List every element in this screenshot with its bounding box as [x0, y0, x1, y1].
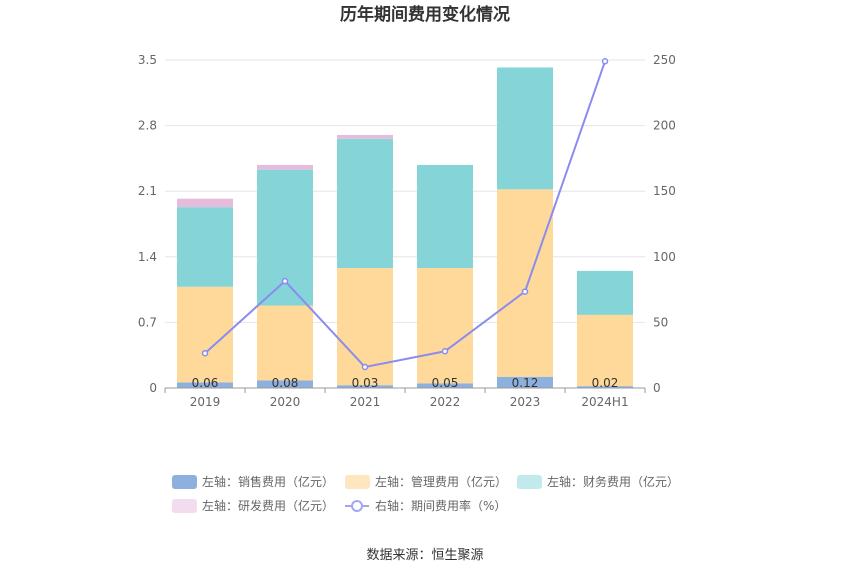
legend-line-marker: [351, 500, 363, 512]
legend[interactable]: 左轴：销售费用（亿元） 左轴：管理费用（亿元） 左轴：财务费用（亿元） 左轴：研发费用…: [172, 474, 679, 513]
left-tick-label: 2.1: [138, 184, 157, 198]
chart-title: 历年期间费用变化情况: [340, 4, 510, 25]
rate-point: [361, 363, 369, 371]
legend-label: 右轴：期间费用率（%）: [375, 498, 506, 513]
left-tick-label: 2.8: [138, 119, 157, 133]
left-tick-label: 0: [149, 381, 157, 395]
right-tick-label: 0: [653, 381, 661, 395]
right-tick-label: 150: [653, 184, 676, 198]
rate-point: [201, 349, 209, 357]
bar-segment: [577, 386, 633, 388]
x-tick-label: 2023: [510, 395, 541, 409]
bar-segment: [257, 169, 313, 306]
bar-data-label: 0.12: [512, 376, 539, 390]
rate-point: [441, 348, 449, 355]
bar-segment: [177, 286, 233, 383]
bar-data-label: 0.05: [432, 376, 459, 390]
legend-swatch: [172, 499, 197, 513]
bar-segment: [577, 314, 633, 387]
bar-data-label: 0.03: [352, 376, 379, 390]
legend-label: 左轴：财务费用（亿元）: [547, 474, 679, 489]
x-tick-label: 2019: [190, 395, 221, 409]
right-tick-label: 200: [653, 119, 676, 133]
bar-segment: [417, 268, 473, 384]
bar-segment: [417, 383, 473, 388]
rate-point: [281, 277, 289, 285]
x-tick-label: 2020: [270, 395, 301, 409]
bar-segment: [337, 134, 393, 139]
x-tick-label: 2024H1: [581, 395, 628, 409]
right-tick-label: 50: [653, 315, 668, 329]
data-source: 数据来源：恒生聚源: [366, 548, 483, 563]
rate-point: [521, 288, 529, 295]
right-axis-ticks: 0 50 100 150 200 250: [653, 53, 676, 395]
x-axis-ticks: 2019 2020 2021 2022 2023 2024H1: [164, 388, 646, 409]
bar-segment: [257, 305, 313, 381]
legend-label: 左轴：研发费用（亿元）: [202, 498, 334, 513]
bar-segment: [337, 385, 393, 388]
bar-segment: [417, 164, 473, 269]
bar-segment: [577, 270, 633, 315]
bar-segment: [497, 67, 553, 190]
bar-data-label: 0.06: [192, 376, 219, 390]
left-axis-ticks: 0 0.7 1.4 2.1 2.8 3.5: [138, 53, 157, 395]
bar-segment: [257, 380, 313, 388]
legend-label: 左轴：管理费用（亿元）: [375, 474, 507, 489]
x-tick-label: 2022: [430, 395, 461, 409]
bar-segment: [337, 138, 393, 269]
left-tick-label: 0.7: [138, 315, 157, 329]
legend-swatch: [517, 475, 542, 489]
grid: [165, 59, 645, 323]
line-series: [201, 58, 609, 371]
bar-segment: [177, 198, 233, 208]
left-tick-label: 3.5: [138, 53, 157, 67]
bar-segment: [177, 207, 233, 287]
bar-segment: [497, 189, 553, 377]
legend-swatch: [172, 475, 197, 489]
right-tick-label: 100: [653, 250, 676, 264]
bar-segment: [497, 376, 553, 388]
bars: 0.06 0.08 0.03 0.05 0.12 0.02: [177, 67, 633, 390]
bar-data-label: 0.08: [272, 376, 299, 390]
right-tick-label: 250: [653, 53, 676, 67]
rate-point: [601, 58, 609, 65]
legend-label: 左轴：销售费用（亿元）: [202, 474, 334, 489]
bar-segment: [177, 382, 233, 388]
legend-swatch: [345, 475, 370, 489]
left-tick-label: 1.4: [138, 250, 157, 264]
bar-segment: [257, 164, 313, 170]
rate-line: [204, 60, 606, 369]
x-tick-label: 2021: [350, 395, 381, 409]
bar-data-label: 0.02: [592, 376, 619, 390]
